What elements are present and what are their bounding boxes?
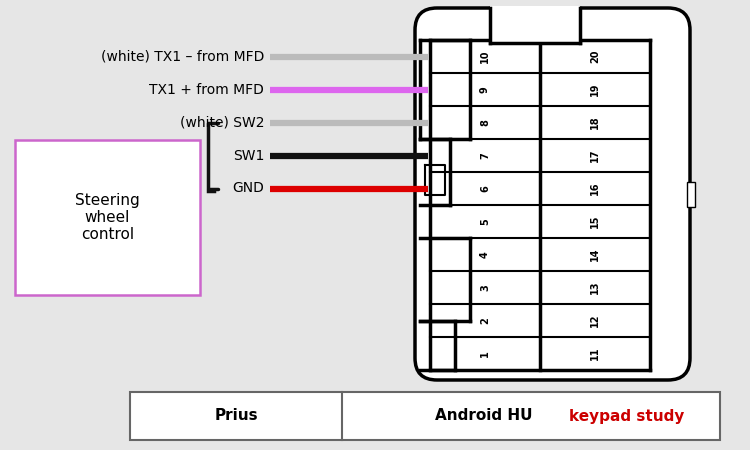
Text: Android HU: Android HU [435, 409, 538, 423]
Bar [490, 6, 580, 43]
Text: 19: 19 [590, 83, 600, 96]
Text: Prius: Prius [214, 409, 258, 423]
Text: 1: 1 [480, 350, 490, 357]
Text: 7: 7 [480, 152, 490, 159]
Text: 13: 13 [590, 281, 600, 294]
Text: Steering
wheel
control: Steering wheel control [75, 193, 140, 243]
Text: 4: 4 [480, 251, 490, 258]
Text: 14: 14 [590, 248, 600, 261]
Text: GND: GND [232, 181, 264, 195]
Text: SW1: SW1 [232, 148, 264, 162]
Text: 18: 18 [590, 116, 600, 129]
Text: 12: 12 [590, 314, 600, 327]
Bar [15, 140, 200, 295]
Text: 5: 5 [480, 218, 490, 225]
Text: 11: 11 [590, 347, 600, 360]
Bar [687, 181, 695, 207]
Text: 6: 6 [480, 185, 490, 192]
Text: TX1 + from MFD: TX1 + from MFD [149, 82, 264, 96]
Text: (white) SW2: (white) SW2 [179, 116, 264, 130]
Text: 17: 17 [590, 149, 600, 162]
Text: keypad study: keypad study [568, 409, 684, 423]
Text: 15: 15 [590, 215, 600, 228]
Text: 10: 10 [480, 50, 490, 63]
Text: 20: 20 [590, 50, 600, 63]
Text: (white) TX1 – from MFD: (white) TX1 – from MFD [100, 50, 264, 63]
Text: 2: 2 [480, 317, 490, 324]
Text: 3: 3 [480, 284, 490, 291]
FancyBboxPatch shape [415, 8, 690, 380]
Text: 9: 9 [480, 86, 490, 93]
Text: 8: 8 [480, 119, 490, 126]
Bar [130, 392, 720, 440]
Text: 16: 16 [590, 182, 600, 195]
